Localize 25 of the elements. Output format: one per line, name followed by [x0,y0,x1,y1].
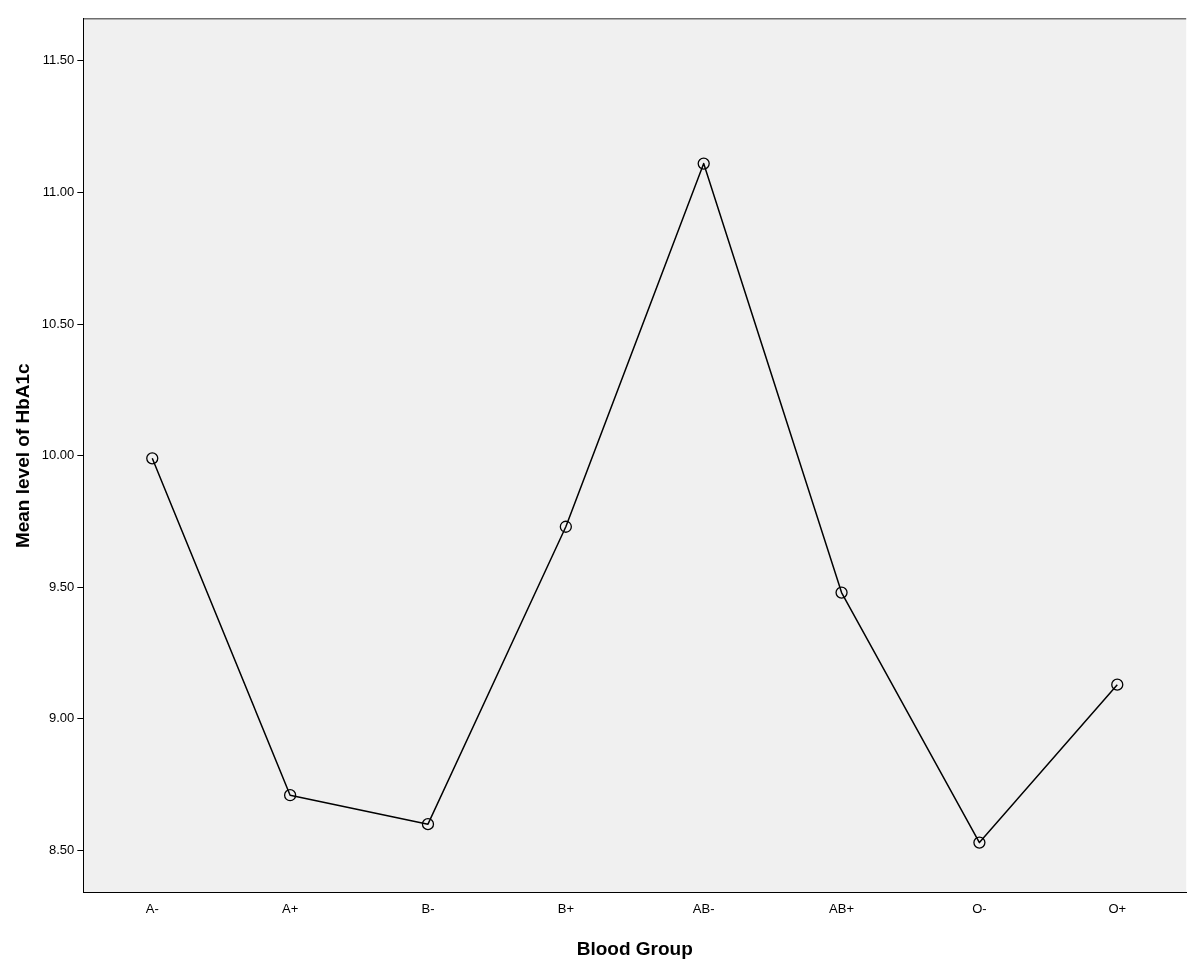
y-tick-label: 9.50 [49,578,75,594]
y-tick-label: 10.00 [41,447,75,463]
x-tick-label: O- [972,900,987,916]
point [1111,678,1124,691]
y-tick-label: 10.50 [41,315,75,331]
x-tick-label: AB- [692,900,715,916]
point [146,452,159,465]
x-tick-label: A- [145,900,159,916]
point [697,157,710,170]
x-tick-label: B- [421,900,435,916]
y-tick-label: 11.50 [42,52,75,68]
y-tick-label: 8.50 [49,842,75,858]
x-tick-label: B+ [557,900,574,916]
point [973,836,986,849]
y-axis-title: Mean level of HbA1c [11,362,33,549]
y-tick-label: 11.00 [42,184,75,200]
x-tick-label: AB+ [829,900,855,916]
x-axis-title: Blood Group [576,937,693,959]
point [835,586,848,599]
point [283,789,297,802]
y-tick-label: 9.00 [49,710,75,726]
x-tick-label: O+ [1108,900,1127,916]
point [559,520,572,533]
point [421,818,435,831]
x-tick-label: A+ [281,900,299,916]
